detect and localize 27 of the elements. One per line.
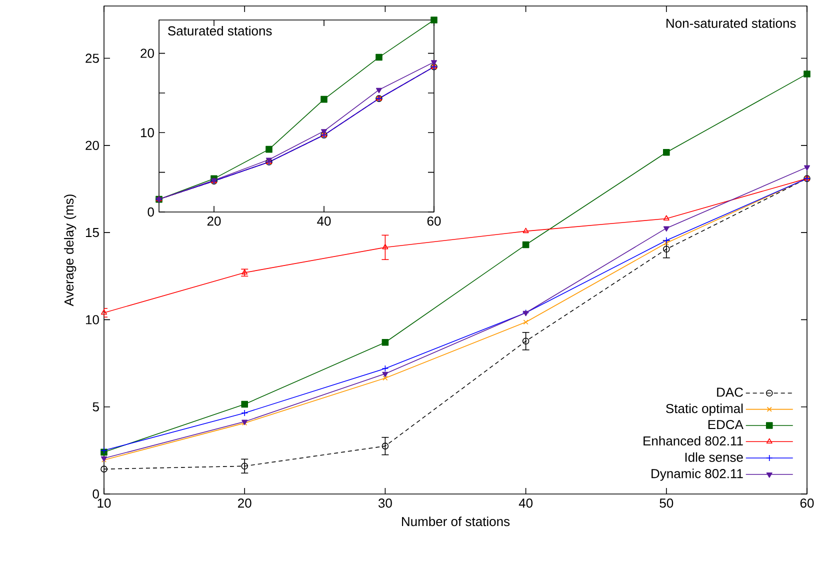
x-tick-label: 20: [238, 498, 252, 508]
y-axis-title: Average delay (ms): [64, 194, 76, 306]
y-tick-label: 0: [148, 207, 154, 217]
y-tick-label: 15: [86, 228, 99, 238]
annotation: Non-saturated stations: [666, 18, 796, 28]
x-tick-label: 20: [207, 216, 221, 226]
legend-label: Static optimal: [666, 404, 743, 416]
x-axis-title: Number of stations: [402, 516, 510, 526]
x-tick-label: 40: [317, 216, 331, 226]
x-tick-label: 60: [427, 216, 441, 226]
legend-label: EDCA: [708, 420, 744, 430]
y-tick-label: 0: [92, 489, 99, 499]
y-tick-label: 10: [140, 128, 154, 138]
x-tick-label: 40: [518, 498, 533, 508]
y-tick-label: 10: [86, 315, 99, 324]
annotation: Saturated stations: [168, 26, 272, 36]
legend-label: Idle sense: [685, 452, 743, 462]
y-tick-label: 25: [86, 54, 99, 63]
y-tick-label: 20: [86, 140, 99, 150]
x-tick-label: 60: [800, 498, 814, 508]
y-tick-label: 20: [140, 48, 154, 58]
y-tick-label: 5: [92, 402, 99, 412]
x-tick-label: 50: [660, 498, 674, 508]
legend-label: Dynamic 802.11: [652, 468, 743, 481]
legend-label: DAC: [717, 388, 743, 397]
x-tick-label: 30: [378, 498, 392, 508]
legend-label: Enhanced 802.11: [644, 436, 743, 446]
